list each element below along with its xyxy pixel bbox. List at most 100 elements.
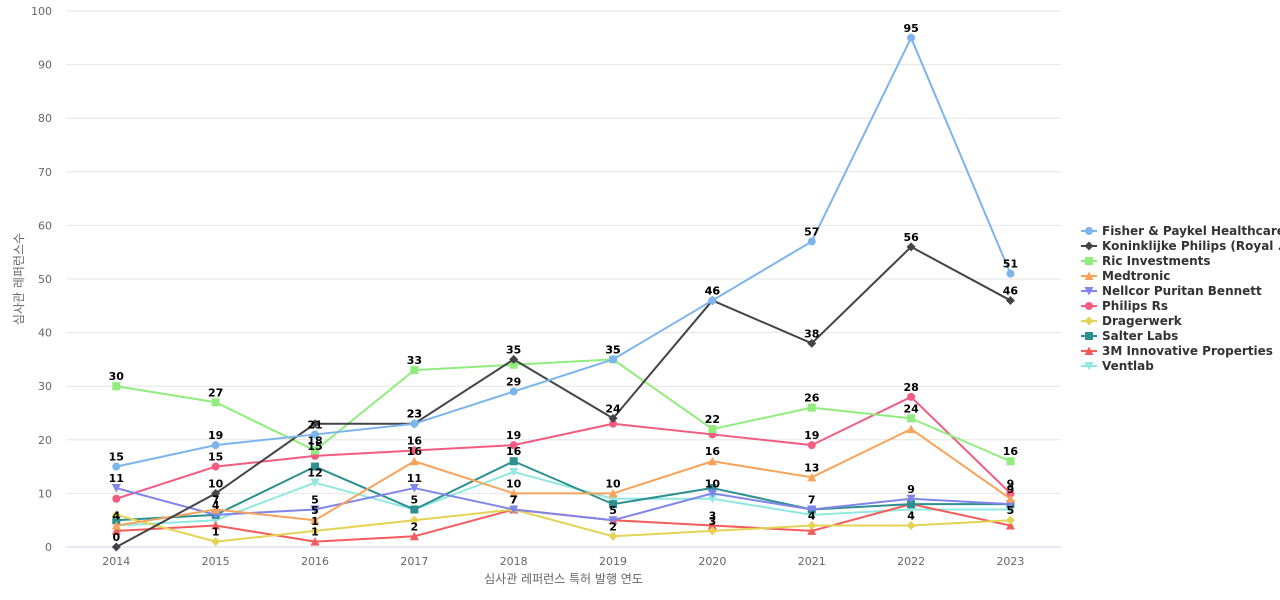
data-label: 19 [506, 429, 521, 442]
data-point [409, 531, 419, 541]
data-point [1005, 515, 1015, 525]
data-point [707, 456, 717, 466]
legend-item[interactable]: Ventlab [1081, 359, 1154, 373]
data-point [807, 521, 817, 531]
data-label: 15 [307, 440, 322, 453]
data-label: 13 [804, 461, 819, 474]
series-line [116, 428, 1012, 527]
series-line [116, 470, 1011, 527]
data-point [807, 403, 816, 412]
data-label: 24 [605, 402, 621, 415]
data-point [211, 521, 221, 530]
data-label: 11 [109, 472, 124, 485]
legend-item[interactable]: Medtronic [1081, 269, 1170, 283]
data-point [311, 446, 319, 455]
data-label: 15 [208, 451, 223, 464]
series-line [116, 36, 1012, 468]
data-point [211, 441, 220, 450]
legend-symbol [1084, 362, 1094, 371]
data-label: 57 [804, 225, 819, 238]
series-line [116, 487, 1011, 522]
data-label: 10 [605, 477, 621, 490]
data-label: 11 [407, 472, 422, 485]
legend-item[interactable]: Salter Labs [1081, 329, 1178, 343]
data-label: 7 [212, 493, 220, 506]
series-line [116, 460, 1011, 522]
data-point [509, 467, 519, 477]
data-label: 4 [907, 510, 915, 523]
data-point [112, 382, 121, 391]
data-point [708, 425, 717, 434]
data-point [409, 515, 419, 525]
legend-symbol [1084, 271, 1094, 280]
data-point [410, 366, 419, 375]
legend-label: Ventlab [1102, 359, 1154, 373]
data-point [111, 510, 121, 520]
legend-item[interactable]: Dragerwerk [1081, 314, 1183, 328]
data-label: 56 [903, 231, 919, 244]
legend-label: Dragerwerk [1102, 314, 1183, 328]
data-point [906, 424, 916, 434]
data-label: 26 [804, 392, 820, 405]
data-point [1005, 494, 1015, 503]
data-label: 10 [208, 477, 224, 490]
y-tick-label: 80 [38, 112, 52, 125]
y-tick-label: 10 [38, 487, 52, 500]
data-point [509, 360, 518, 369]
data-point [708, 484, 717, 493]
data-label: 29 [506, 376, 521, 389]
legend-item[interactable]: 3M Innovative Properties [1081, 344, 1273, 358]
legend-item[interactable]: Koninklijke Philips (Royal ... [1081, 239, 1280, 253]
data-label: 46 [1003, 284, 1019, 297]
data-label: 24 [903, 402, 919, 415]
data-label: 21 [307, 418, 322, 431]
data-labels: 1519212329354657955101023352446385646302… [109, 22, 1019, 544]
data-point [707, 526, 717, 536]
data-point [509, 387, 518, 396]
legend-item[interactable]: Fisher & Paykel Healthcare [1081, 224, 1280, 238]
data-point [111, 521, 121, 530]
data-point [609, 419, 618, 428]
data-label: 5 [609, 504, 617, 517]
x-tick-label: 2020 [698, 555, 726, 568]
data-label: 46 [705, 284, 721, 297]
data-point [211, 488, 221, 498]
legend-symbol [1084, 316, 1094, 326]
data-label: 95 [903, 22, 918, 35]
data-point [311, 462, 319, 471]
data-label: 35 [605, 343, 620, 356]
data-point [906, 521, 916, 531]
x-tick-label: 2019 [599, 555, 627, 568]
x-tick-label: 2022 [897, 555, 925, 568]
data-point [509, 505, 519, 514]
data-label: 18 [307, 435, 322, 448]
legend-item[interactable]: Philips Rs [1081, 299, 1168, 313]
legend-item[interactable]: Nellcor Puritan Bennett [1081, 284, 1262, 298]
data-label: 46 [705, 284, 721, 297]
data-label: 16 [407, 435, 423, 448]
legend-label: Koninklijke Philips (Royal ... [1102, 239, 1280, 253]
data-point [1006, 269, 1015, 278]
legend-item[interactable]: Ric Investments [1081, 254, 1211, 268]
series-line [115, 245, 1011, 548]
data-label: 1 [311, 526, 319, 539]
x-tick-label: 2018 [500, 555, 528, 568]
series-line [115, 395, 1012, 500]
data-point [310, 515, 320, 525]
data-point [807, 526, 817, 535]
data-point [609, 355, 618, 364]
legend-symbol [1085, 227, 1093, 235]
y-tick-label: 50 [38, 273, 52, 286]
data-point [211, 398, 220, 407]
legend-symbol [1085, 257, 1093, 265]
data-point [807, 237, 816, 246]
data-point [807, 338, 817, 348]
data-point [310, 537, 320, 546]
legend-label: Philips Rs [1102, 299, 1168, 313]
data-label: 16 [506, 445, 522, 458]
y-tick-label: 0 [45, 541, 52, 554]
y-tick-label: 70 [38, 166, 52, 179]
